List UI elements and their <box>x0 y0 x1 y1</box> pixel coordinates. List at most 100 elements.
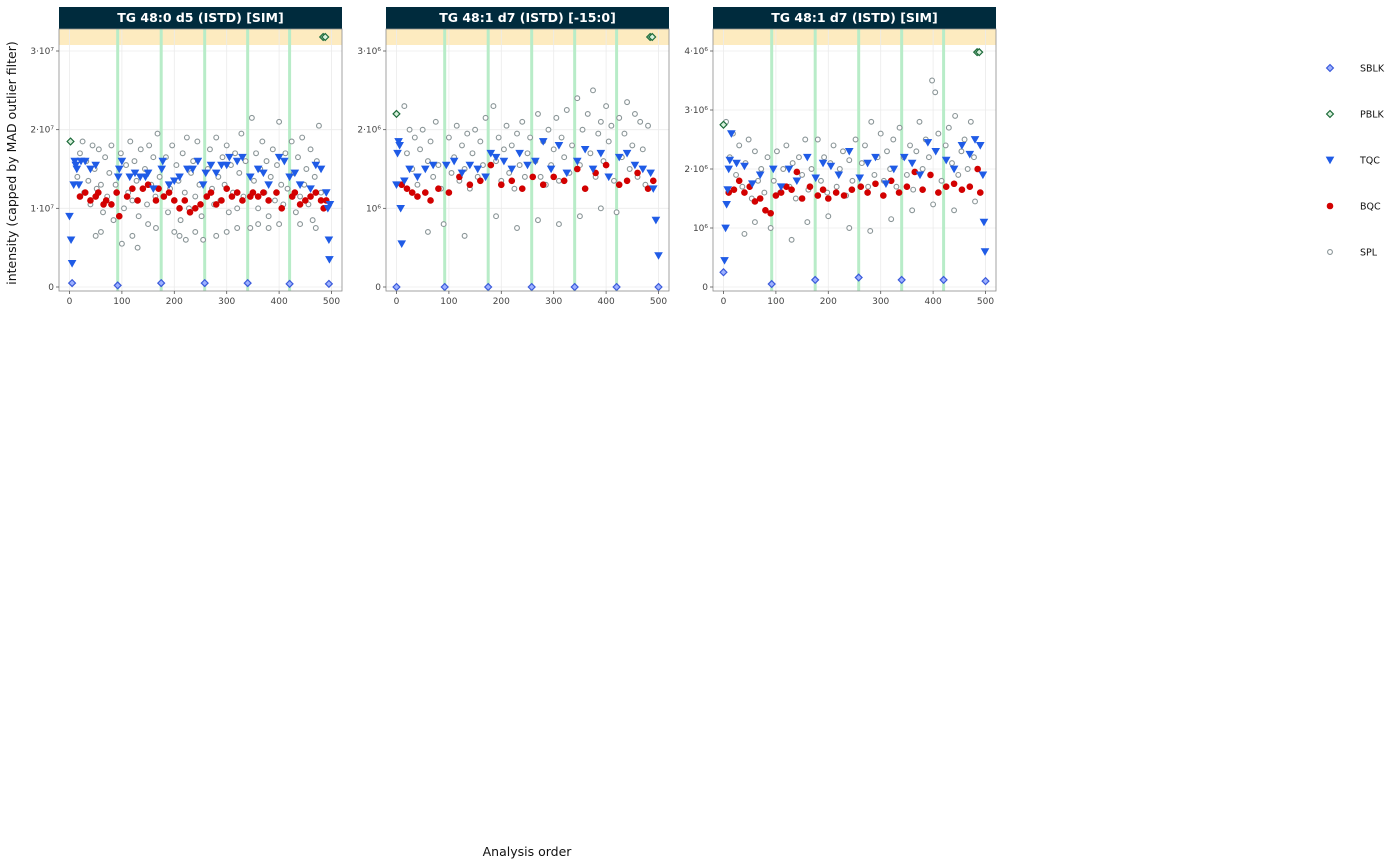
point-bqc <box>186 208 194 216</box>
point-tqc <box>818 159 828 168</box>
point-spl <box>292 209 299 216</box>
point-spl <box>846 225 853 231</box>
point-tqc <box>206 161 216 170</box>
point-tqc <box>295 181 305 189</box>
point-tqc <box>449 157 459 166</box>
point-sblk <box>483 282 493 292</box>
legend-label: SPL <box>1360 248 1378 259</box>
point-tqc <box>980 248 990 256</box>
legend-label: BQC <box>1360 202 1381 213</box>
point-bqc <box>129 185 136 192</box>
point-spl <box>183 134 190 141</box>
point-spl <box>958 148 965 155</box>
point-tqc <box>740 162 749 171</box>
point-bqc <box>793 168 801 176</box>
y-tick-label: 3·10⁷ <box>30 47 54 57</box>
point-tqc <box>253 165 263 174</box>
point-tqc <box>965 150 975 159</box>
point-spl <box>521 173 528 180</box>
point-bqc <box>102 197 110 204</box>
point-spl <box>194 138 201 145</box>
point-spl <box>903 171 910 178</box>
point-tqc <box>217 161 226 170</box>
point-spl <box>271 197 278 204</box>
legend-key-bqc <box>1326 202 1334 210</box>
point-bqc <box>958 186 966 193</box>
point-spl <box>459 142 465 149</box>
point-spl <box>877 130 884 137</box>
y-axis-title: intensity (capped by MAD outlier filter) <box>4 41 19 284</box>
point-spl <box>192 193 199 200</box>
point-spl <box>862 142 868 149</box>
point-spl <box>597 118 604 125</box>
point-tqc <box>907 159 917 168</box>
point-spl <box>964 166 971 172</box>
point-tqc <box>405 165 414 174</box>
point-tqc <box>747 180 757 188</box>
point-bqc <box>864 189 871 196</box>
point-spl <box>278 181 285 188</box>
point-spl <box>417 146 424 153</box>
legend-key-sblk <box>1325 63 1335 73</box>
point-tqc <box>264 181 273 189</box>
point-spl <box>480 162 486 169</box>
point-spl <box>276 221 283 228</box>
point-bqc <box>239 197 246 204</box>
point-spl <box>799 171 806 178</box>
legend: SBLK PBLK TQC BQC SPL <box>1325 63 1385 259</box>
point-spl <box>311 173 318 180</box>
point-tqc <box>486 149 496 158</box>
point-tqc <box>949 165 959 174</box>
panel-border <box>712 28 997 292</box>
point-tqc <box>393 149 402 158</box>
point-spl <box>935 130 942 137</box>
point-spl <box>445 134 452 141</box>
point-bqc <box>278 205 286 212</box>
y-tick-label: 2·10⁷ <box>30 126 54 136</box>
point-spl <box>624 99 631 106</box>
point-sblk <box>854 273 863 282</box>
point-tqc <box>855 174 865 183</box>
point-tqc <box>413 173 422 182</box>
point-tqc <box>65 212 74 221</box>
point-spl <box>219 154 226 161</box>
point-spl <box>852 136 859 143</box>
point-tqc <box>232 157 242 166</box>
point-bqc <box>832 189 840 196</box>
point-spl <box>295 154 301 161</box>
point-spl <box>263 158 270 165</box>
panel-border <box>58 28 343 292</box>
point-spl <box>427 138 434 145</box>
point-spl <box>74 173 81 180</box>
point-spl <box>165 209 171 216</box>
point-spl <box>127 138 134 145</box>
series-bqc <box>398 161 657 204</box>
point-tqc <box>826 162 836 171</box>
point-spl <box>123 162 130 169</box>
y-tick-label: 10⁶ <box>693 224 708 234</box>
point-bqc <box>592 169 599 177</box>
point-spl <box>242 158 249 165</box>
point-bqc <box>806 183 814 190</box>
point-spl <box>424 158 431 165</box>
point-tqc <box>306 185 315 193</box>
series-sblk <box>67 278 334 290</box>
point-bqc <box>113 189 120 196</box>
point-bqc <box>139 185 147 192</box>
y-tick-label: 0 <box>48 283 54 293</box>
point-spl <box>808 166 815 172</box>
point-spl <box>255 221 262 228</box>
y-tick-label: 0 <box>702 283 708 293</box>
point-tqc <box>507 165 517 174</box>
point-tqc <box>725 156 735 165</box>
x-tick-label: 500 <box>323 297 340 307</box>
legend-label: PBLK <box>1360 110 1385 121</box>
point-bqc <box>302 197 309 204</box>
panel-border <box>385 28 670 292</box>
point-tqc <box>465 161 475 170</box>
point-spl <box>309 217 316 224</box>
point-bqc <box>966 183 974 190</box>
point-spl <box>824 189 831 196</box>
point-spl <box>524 150 531 157</box>
point-spl <box>110 217 117 224</box>
